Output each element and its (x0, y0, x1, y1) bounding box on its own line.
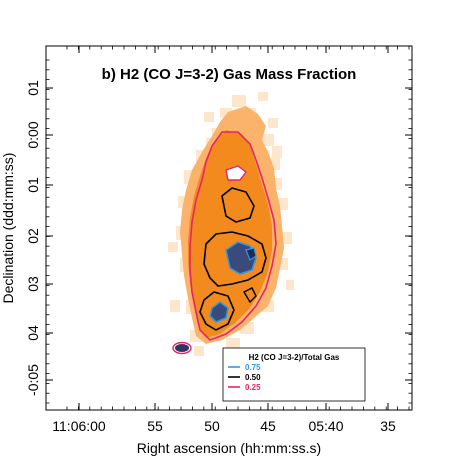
legend-entry-label: 0.50 (245, 373, 261, 382)
y-tick-labels: 01 0:00 01 02 03 04 -0:05 (25, 80, 41, 396)
y-tick-label: 01 (25, 177, 41, 193)
emission-pixel-low (168, 242, 178, 252)
isolated-source-contour (172, 341, 192, 355)
emission-pixel-low (268, 118, 278, 128)
emission-pixel-low (278, 258, 288, 270)
contour-0.50-middle (203, 231, 267, 287)
map-layer (168, 92, 294, 356)
x-tick-label: 35 (380, 418, 396, 434)
contour-0.50-small (243, 287, 257, 304)
legend-title: H2 (CO J=3-2)/Total Gas (249, 353, 340, 362)
legend-entry-label: 0.75 (245, 363, 261, 372)
emission-pixel-low (226, 338, 240, 348)
y-tick-label: 0:00 (25, 121, 41, 148)
emission-pixel-low (272, 146, 282, 158)
y-tick-label: 03 (25, 276, 41, 292)
emission-pixel-low (220, 108, 232, 118)
x-tick-label: 45 (260, 418, 276, 434)
y-tick-label: 02 (25, 228, 41, 244)
legend-entry-label: 0.25 (245, 383, 261, 392)
y-tick-label: 04 (25, 325, 41, 341)
contour-0.25-hole (225, 165, 247, 181)
y-tick-label: -0:05 (25, 364, 41, 396)
contour-0.50-lower (199, 291, 235, 331)
emission-pixel-low (204, 112, 214, 122)
x-tick-label: 11:06:00 (52, 418, 106, 434)
legend-entries: 0.750.500.25 (228, 363, 261, 392)
chart-title: b) H2 (CO J=3-2) Gas Mass Fraction (102, 66, 357, 83)
contour-0.75-lower (209, 301, 229, 323)
axis-ticks (46, 46, 412, 410)
y-tick-label: 01 (25, 80, 41, 96)
emission-pixel-low (262, 134, 274, 146)
x-tick-label: 50 (204, 418, 220, 434)
emission-pixel-low (278, 198, 288, 210)
x-tick-labels: 11:06:00 55 50 45 05:40 35 (52, 418, 396, 434)
emission-pixel-low (232, 95, 246, 107)
emission-pixel-low (282, 232, 292, 244)
x-tick-label: 05:40 (308, 418, 343, 434)
emission-pixel-low (194, 346, 204, 356)
y-axis-label: Declination (ddd:mm:ss) (0, 153, 16, 304)
emission-pixel-low (170, 300, 180, 312)
contour-0.25 (189, 131, 277, 341)
emission-pixel-low (272, 178, 282, 190)
legend-box (222, 347, 366, 402)
emission-pixel-low (286, 280, 294, 290)
emission-field-high (188, 130, 272, 338)
contour-0.75-core (245, 247, 257, 261)
isolated-source (175, 344, 189, 352)
x-axis-label: Right ascension (hh:mm:ss.s) (137, 440, 321, 456)
x-tick-label: 55 (147, 418, 163, 434)
emission-pixel-low (258, 92, 268, 101)
plot-frame (45, 45, 413, 411)
contour-0.50-upper (221, 187, 255, 223)
legend: H2 (CO J=3-2)/Total Gas 0.750.500.25 (222, 347, 366, 402)
